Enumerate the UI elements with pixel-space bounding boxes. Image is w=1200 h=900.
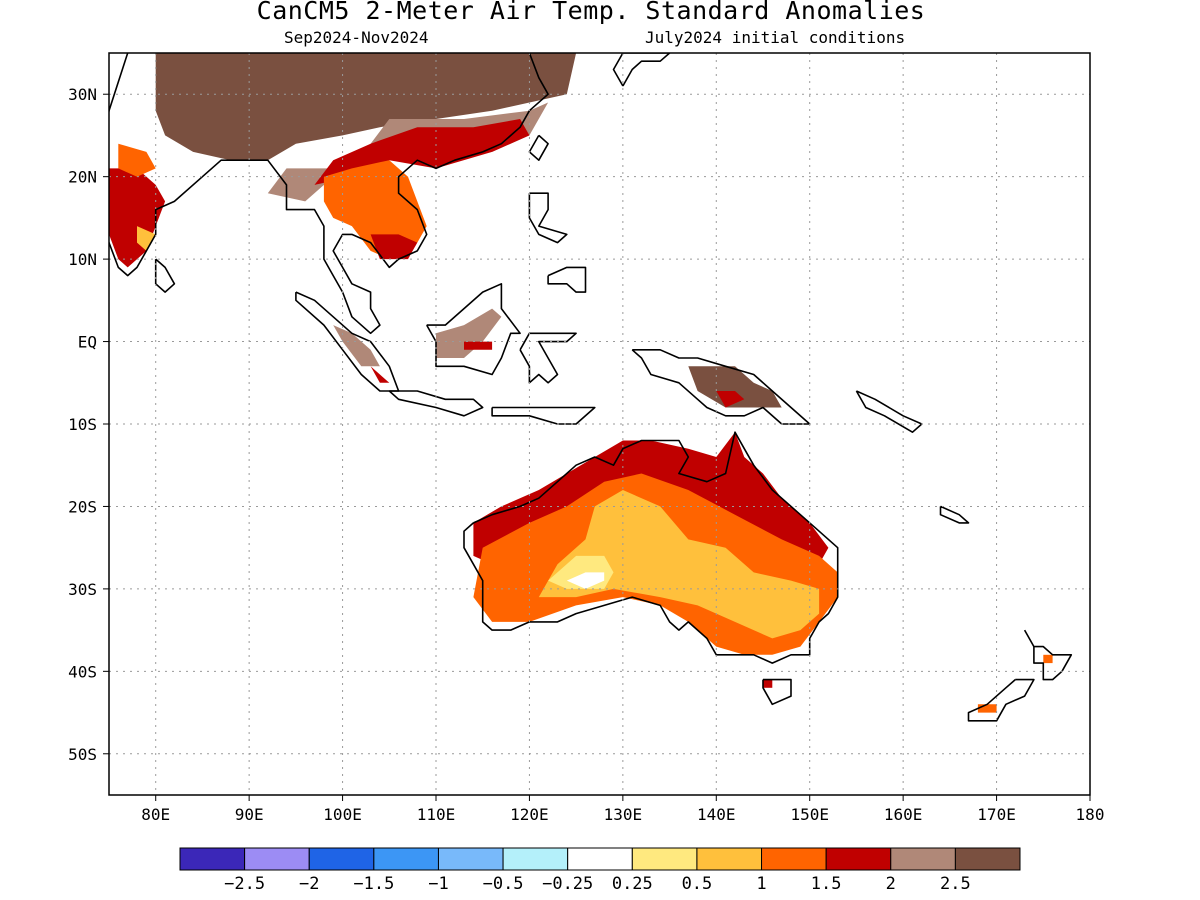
colorbar-bin	[373, 847, 439, 871]
colorbar-bin	[308, 847, 375, 871]
colorbar-bin	[696, 847, 763, 871]
lon-tick-label: 80E	[141, 805, 170, 824]
region-indochina-red-south	[370, 234, 418, 260]
coastline-java	[388, 390, 484, 417]
colorbar-label: −2.5	[224, 874, 265, 894]
region-borneo-red	[464, 341, 493, 350]
lon-tick-label: 170E	[977, 805, 1016, 824]
coastline-borneo	[426, 282, 521, 376]
map-title: CanCM5 2-Meter Air Temp. Standard Anomal…	[256, 0, 926, 25]
colorbar-label: 1	[756, 874, 766, 894]
region-sumatra-tan	[333, 325, 380, 367]
coastline-nz-south	[967, 678, 1035, 722]
colorbar-label: 0.25	[612, 874, 653, 894]
colorbar-label: −0.25	[542, 874, 593, 894]
coastline-sri-lanka	[154, 258, 176, 293]
coastline-solomons	[855, 390, 923, 434]
lat-tick-label: 20N	[68, 168, 97, 187]
region-aus-white	[566, 572, 605, 589]
coastline-japan-kyushu	[612, 53, 671, 87]
colorbar-label: −1	[428, 874, 448, 894]
colorbar-bin	[825, 847, 892, 871]
region-sumatra-red	[370, 366, 390, 383]
colorbar-bin	[890, 847, 956, 871]
lat-tick-label: 40S	[68, 662, 97, 681]
coastlines	[109, 53, 1073, 722]
coastline-timor-lesser-sunda	[491, 406, 596, 425]
lon-tick-label: 100E	[323, 805, 362, 824]
lat-tick-label: EQ	[78, 333, 97, 352]
forecast-period: Sep2024-Nov2024	[284, 28, 429, 47]
lon-tick-label: 120E	[510, 805, 549, 824]
coastline-tasmania	[762, 678, 792, 706]
coastline-india-coast	[109, 53, 549, 335]
lon-tick-label: 150E	[790, 805, 829, 824]
lon-tick-label: 140E	[697, 805, 736, 824]
colorbar: −2.5 −2 −1.5 −1 −0.5 −0.25 0.25 0.5 1 1.5 2 2.5	[179, 847, 1021, 894]
colorbar-label: 0.5	[682, 874, 713, 894]
colorbar-bin	[761, 847, 827, 871]
region-aus-yellow	[538, 490, 820, 639]
lon-tick-label: 180	[1076, 805, 1105, 824]
lat-tick-label: 30N	[68, 85, 97, 104]
colorbar-bin	[954, 847, 1021, 871]
region-india-orange	[118, 143, 156, 177]
lon-tick-label: 90E	[235, 805, 264, 824]
colorbar-label: 1.5	[811, 874, 842, 894]
colorbar-bin	[244, 847, 310, 871]
colorbar-label: −1.5	[353, 874, 394, 894]
region-borneo-tan	[436, 308, 502, 358]
coastline-nz-north	[1023, 629, 1073, 681]
colorbar-label: 2.5	[940, 874, 971, 894]
lat-tick-label: 10S	[68, 415, 97, 434]
region-india-yellow	[137, 226, 156, 251]
region-india-west-white	[109, 69, 156, 169]
anomaly-shading	[109, 53, 1053, 713]
lat-tick-label: 30S	[68, 580, 97, 599]
lat-tick-label: 20S	[68, 497, 97, 516]
region-india-warm-red	[109, 168, 166, 268]
lon-tick-label: 110E	[417, 805, 456, 824]
lon-tick-label: 130E	[604, 805, 643, 824]
colorbar-label: 2	[886, 874, 896, 894]
coastline-new-caledonia	[939, 505, 970, 524]
coastline-philippines-luzon	[528, 192, 568, 244]
region-indochina-orange	[323, 160, 427, 260]
coastline-philippines-mindanao	[547, 266, 587, 293]
latitude-labels: 30N 20N 10N EQ 10S 20S 30S 40S 50S	[68, 85, 109, 764]
coastline-taiwan	[528, 134, 549, 161]
region-png-red	[716, 391, 745, 408]
colorbar-bin	[502, 847, 569, 871]
region-png-brown	[688, 366, 782, 408]
colorbar-bin	[179, 847, 246, 871]
lon-tick-label: 160E	[884, 805, 923, 824]
colorbar-bin	[567, 847, 633, 871]
region-tibet-brown	[155, 53, 577, 161]
colorbar-bin	[631, 847, 698, 871]
region-tasmania-red	[763, 679, 773, 688]
colorbar-label: −2	[299, 874, 319, 894]
gridlines	[109, 53, 1090, 795]
longitude-labels: 80E 90E 100E 110E 120E 130E 140E 150E 160E 170E 18…	[141, 795, 1104, 824]
lat-tick-label: 10N	[68, 250, 97, 269]
initial-conditions: July2024 initial conditions	[645, 28, 906, 47]
region-nz-orange-north	[1043, 654, 1053, 664]
lat-tick-label: 50S	[68, 745, 97, 764]
region-nz-orange	[977, 704, 997, 713]
colorbar-label: −0.5	[483, 874, 524, 894]
colorbar-bin	[437, 847, 504, 871]
